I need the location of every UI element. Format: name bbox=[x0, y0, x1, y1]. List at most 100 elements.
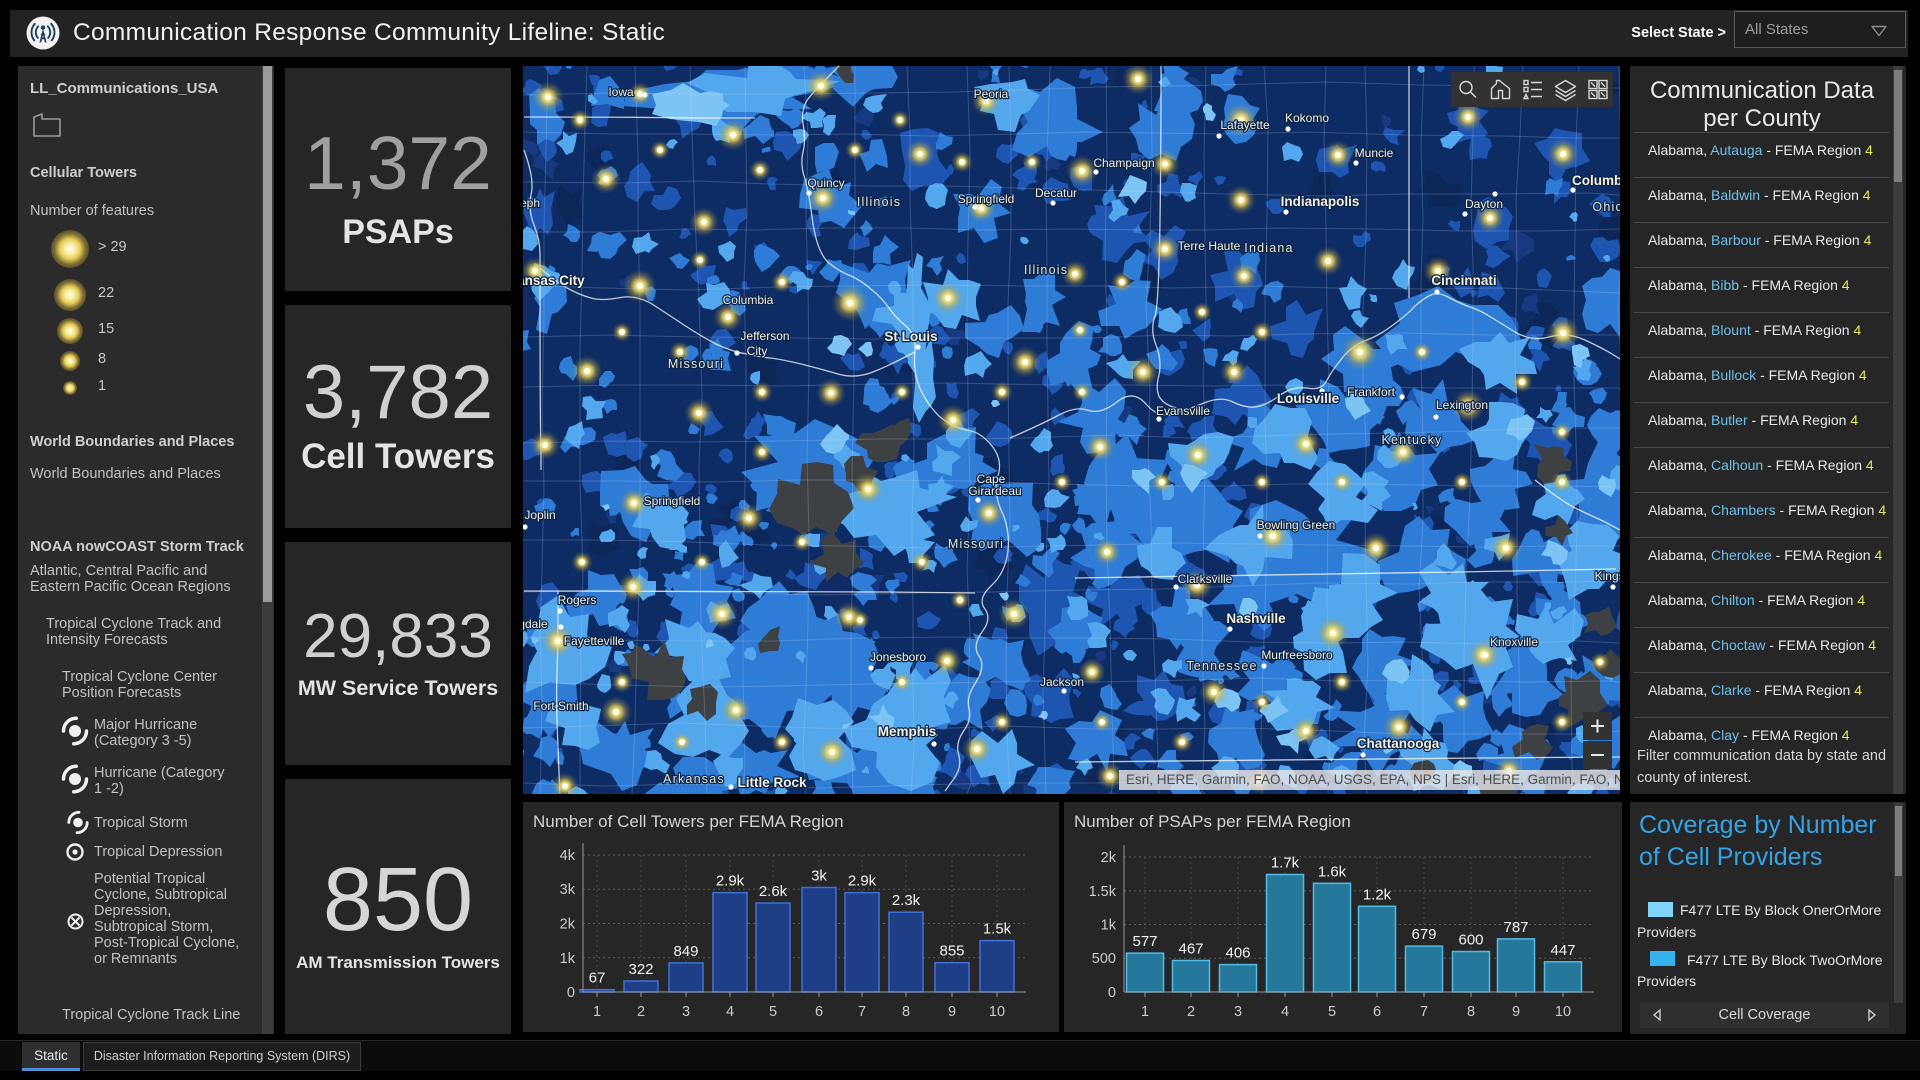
svg-text:Indianapolis: Indianapolis bbox=[1281, 194, 1360, 209]
svg-text:Kingsport: Kingsport bbox=[1595, 569, 1620, 583]
svg-text:7: 7 bbox=[1420, 1004, 1428, 1020]
svg-text:Kokomo: Kokomo bbox=[1285, 111, 1329, 125]
svg-text:1.5k: 1.5k bbox=[1089, 884, 1117, 900]
svg-text:1k: 1k bbox=[560, 951, 576, 967]
svg-text:Jonesboro: Jonesboro bbox=[870, 650, 926, 664]
svg-text:1k: 1k bbox=[1101, 918, 1117, 934]
svg-text:Lafayette: Lafayette bbox=[1220, 118, 1270, 132]
svg-text:600: 600 bbox=[1458, 932, 1483, 949]
svg-text:Frankfort: Frankfort bbox=[1347, 385, 1396, 399]
svg-text:Springfield: Springfield bbox=[958, 192, 1015, 206]
svg-text:10: 10 bbox=[1555, 1004, 1571, 1020]
svg-text:5: 5 bbox=[1328, 1004, 1336, 1020]
svg-text:1: 1 bbox=[1141, 1004, 1149, 1020]
svg-text:2.6k: 2.6k bbox=[759, 883, 788, 900]
svg-text:St Louis: St Louis bbox=[884, 329, 937, 344]
svg-text:2.9k: 2.9k bbox=[716, 873, 745, 890]
svg-text:Quincy: Quincy bbox=[807, 176, 844, 190]
svg-text:2k: 2k bbox=[1101, 850, 1117, 866]
svg-text:Knoxville: Knoxville bbox=[1490, 635, 1538, 649]
svg-text:1.6k: 1.6k bbox=[1318, 863, 1347, 880]
svg-text:Fayetteville: Fayetteville bbox=[564, 634, 625, 648]
svg-text:5: 5 bbox=[769, 1004, 777, 1020]
svg-text:3: 3 bbox=[1234, 1004, 1242, 1020]
svg-text:Murfreesboro: Murfreesboro bbox=[1261, 648, 1333, 662]
svg-text:67: 67 bbox=[589, 970, 606, 987]
svg-text:Illinois: Illinois bbox=[857, 195, 901, 209]
svg-text:787: 787 bbox=[1503, 919, 1528, 936]
svg-text:Springfield: Springfield bbox=[644, 494, 701, 508]
svg-text:Lexington: Lexington bbox=[1436, 398, 1488, 412]
svg-text:500: 500 bbox=[1092, 951, 1116, 967]
svg-text:322: 322 bbox=[628, 961, 653, 978]
svg-text:1: 1 bbox=[593, 1004, 601, 1020]
svg-text:1.5k: 1.5k bbox=[983, 921, 1012, 938]
svg-text:10: 10 bbox=[989, 1004, 1005, 1020]
svg-text:Ohio: Ohio bbox=[1592, 200, 1620, 214]
svg-text:9: 9 bbox=[948, 1004, 956, 1020]
svg-text:447: 447 bbox=[1550, 942, 1575, 959]
svg-text:2k: 2k bbox=[560, 917, 576, 933]
svg-text:855: 855 bbox=[939, 943, 964, 960]
svg-text:Muncie: Muncie bbox=[1355, 146, 1394, 160]
svg-text:8: 8 bbox=[1467, 1004, 1475, 1020]
svg-text:406: 406 bbox=[1225, 945, 1250, 962]
svg-text:Terre Haute: Terre Haute bbox=[1178, 239, 1241, 253]
svg-text:Esri, HERE, Garmin, FAO, NOAA,: Esri, HERE, Garmin, FAO, NOAA, USGS, EPA… bbox=[1126, 772, 1620, 787]
svg-text:Nashville: Nashville bbox=[1226, 611, 1286, 626]
svg-text:2: 2 bbox=[637, 1004, 645, 1020]
svg-text:Missouri: Missouri bbox=[668, 357, 724, 371]
svg-text:Jefferson: Jefferson bbox=[740, 329, 789, 343]
svg-text:679: 679 bbox=[1411, 926, 1436, 943]
svg-text:9: 9 bbox=[1512, 1004, 1520, 1020]
svg-text:gdale: gdale bbox=[523, 617, 548, 631]
svg-text:2.3k: 2.3k bbox=[892, 892, 921, 909]
svg-text:Bowling Green: Bowling Green bbox=[1257, 518, 1336, 532]
svg-text:Joplin: Joplin bbox=[524, 508, 555, 522]
svg-text:Illinois: Illinois bbox=[1024, 263, 1068, 277]
svg-text:1.7k: 1.7k bbox=[1271, 855, 1300, 872]
svg-text:Columbus: Columbus bbox=[1572, 173, 1620, 188]
svg-text:Columbia: Columbia bbox=[723, 293, 774, 307]
svg-text:Chattanooga: Chattanooga bbox=[1357, 736, 1440, 751]
svg-text:4: 4 bbox=[1281, 1004, 1289, 1020]
svg-text:Evansville: Evansville bbox=[1156, 404, 1210, 418]
svg-text:Number of Cell Towers per FEMA: Number of Cell Towers per FEMA Region bbox=[533, 812, 844, 831]
svg-text:Cape: Cape bbox=[977, 472, 1006, 486]
svg-text:eph: eph bbox=[523, 196, 540, 210]
svg-text:Kansas City: Kansas City bbox=[523, 273, 585, 288]
svg-text:0: 0 bbox=[567, 985, 575, 1001]
svg-text:6: 6 bbox=[1373, 1004, 1381, 1020]
svg-text:4k: 4k bbox=[560, 848, 576, 864]
svg-text:Dayton: Dayton bbox=[1465, 197, 1503, 211]
svg-text:Peoria: Peoria bbox=[974, 87, 1009, 101]
svg-text:Memphis: Memphis bbox=[878, 724, 937, 739]
svg-text:Kentucky: Kentucky bbox=[1381, 433, 1442, 447]
svg-text:0: 0 bbox=[1108, 985, 1116, 1001]
svg-text:Little Rock: Little Rock bbox=[737, 775, 807, 790]
svg-text:577: 577 bbox=[1132, 933, 1157, 950]
svg-text:Champaign: Champaign bbox=[1093, 156, 1154, 170]
svg-text:467: 467 bbox=[1178, 941, 1203, 958]
svg-text:Arkansas: Arkansas bbox=[663, 772, 725, 786]
svg-text:Fort Smith: Fort Smith bbox=[533, 699, 588, 713]
svg-text:2: 2 bbox=[1187, 1004, 1195, 1020]
svg-text:Iowa: Iowa bbox=[608, 85, 634, 99]
svg-text:2.9k: 2.9k bbox=[848, 873, 877, 890]
svg-text:Rogers: Rogers bbox=[558, 593, 597, 607]
svg-text:Louisville: Louisville bbox=[1277, 391, 1340, 406]
svg-text:1.2k: 1.2k bbox=[1363, 886, 1392, 903]
svg-text:Tennessee: Tennessee bbox=[1186, 659, 1257, 673]
svg-text:Jackson: Jackson bbox=[1040, 675, 1084, 689]
svg-text:Number of PSAPs per FEMA Regio: Number of PSAPs per FEMA Region bbox=[1074, 812, 1351, 831]
svg-text:Decatur: Decatur bbox=[1035, 186, 1077, 200]
svg-text:Indiana: Indiana bbox=[1244, 241, 1293, 255]
svg-text:6: 6 bbox=[815, 1004, 823, 1020]
svg-text:Girardeau: Girardeau bbox=[968, 484, 1021, 498]
svg-text:3k: 3k bbox=[560, 882, 576, 898]
svg-text:Cincinnati: Cincinnati bbox=[1431, 273, 1496, 288]
svg-text:City: City bbox=[747, 344, 768, 358]
svg-text:3: 3 bbox=[682, 1004, 690, 1020]
svg-text:Missouri: Missouri bbox=[948, 537, 1004, 551]
svg-text:3k: 3k bbox=[811, 868, 827, 885]
